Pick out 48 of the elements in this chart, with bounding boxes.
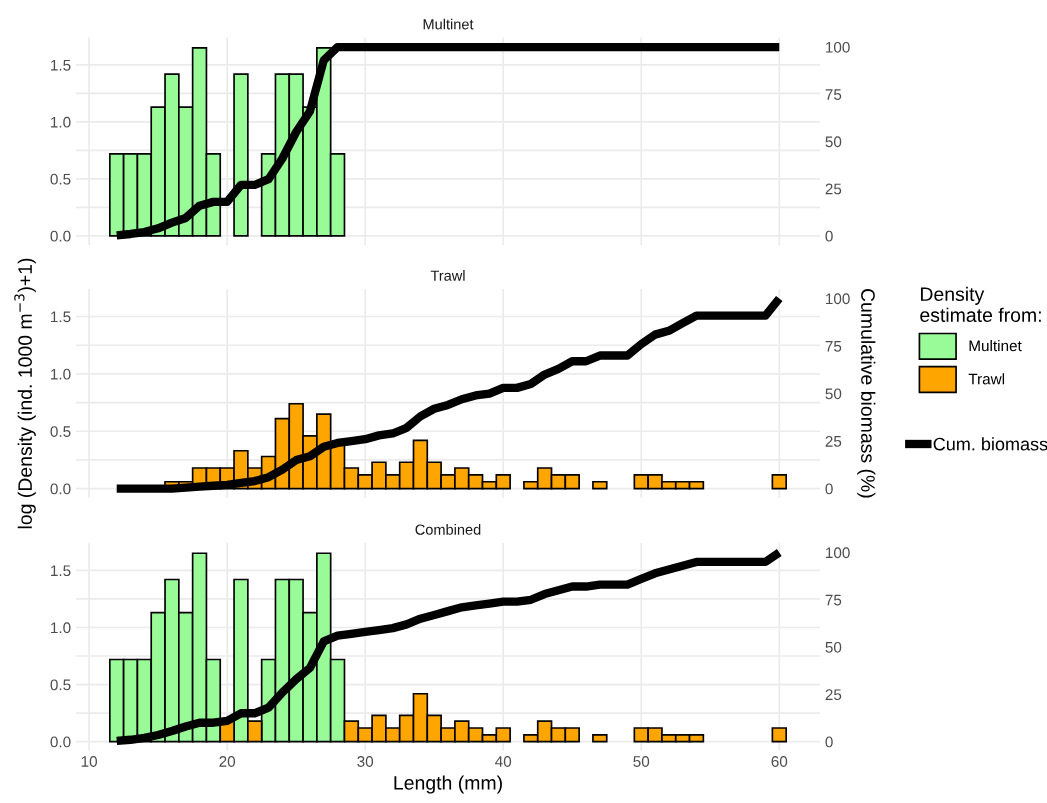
x-tick-label: 30 <box>357 756 374 767</box>
y2-tick-label: 100 <box>826 41 850 53</box>
chart-title: Multinet <box>423 18 474 30</box>
y-tick-label: 1.5 <box>51 311 71 323</box>
chart-title: Combined <box>415 524 481 535</box>
y2-tick-label: 100 <box>826 293 850 305</box>
bar <box>771 474 788 490</box>
legend-title: Density estimate from: <box>920 286 1041 322</box>
bar <box>771 727 788 743</box>
y-tick-label: 1.0 <box>51 622 71 634</box>
y2-tick-label: 50 <box>825 641 842 653</box>
y2-tick-label: 25 <box>825 183 842 195</box>
y2-tick-label: 25 <box>825 689 842 701</box>
y2-tick-label: 100 <box>826 547 850 559</box>
y2-tick-label: 50 <box>825 388 842 400</box>
y2-tick-label: 25 <box>825 435 842 447</box>
y2-tick-label: 0 <box>825 483 833 495</box>
legend-label: Multinet <box>969 339 1022 352</box>
y-tick-label: 1.5 <box>51 59 71 71</box>
y-tick-label: 0.5 <box>50 426 71 437</box>
y-tick-label: 1.0 <box>51 368 71 380</box>
y-tick-label: 0.0 <box>50 736 71 748</box>
y-tick-label: 1.0 <box>51 116 71 128</box>
y2-tick-label: 75 <box>825 341 842 352</box>
legend-label: Cum. biomass <box>933 437 1047 451</box>
y2-tick-label: 0 <box>825 736 833 748</box>
bar <box>233 73 249 237</box>
y-tick-label: 1.5 <box>51 565 71 577</box>
x-tick-label: 60 <box>771 756 788 767</box>
y-tick-label: 0.0 <box>50 230 71 242</box>
y-axis-title: log (Density (ind. 1000 m$^{−3}$)+1) <box>14 258 36 529</box>
legend-label: Trawl <box>968 373 1005 385</box>
x-tick-label: 40 <box>495 756 512 767</box>
y2-axis-title: Cumulative biomass (%) <box>857 289 876 498</box>
y-tick-label: 0.5 <box>50 173 71 185</box>
bar <box>592 480 608 490</box>
chart-title: Trawl <box>430 270 465 281</box>
y-tick-label: 0.5 <box>50 679 71 691</box>
x-tick-label: 20 <box>219 756 236 767</box>
y2-tick-label: 75 <box>825 89 842 100</box>
x-tick-label: 50 <box>633 756 650 767</box>
y2-tick-label: 75 <box>825 594 842 606</box>
x-tick-label: 10 <box>81 756 98 767</box>
y-tick-label: 0.0 <box>50 483 71 495</box>
y2-tick-label: 0 <box>825 230 833 242</box>
y2-tick-label: 50 <box>825 136 842 148</box>
x-axis-title: Length (mm) <box>394 775 502 794</box>
bar <box>592 733 608 743</box>
